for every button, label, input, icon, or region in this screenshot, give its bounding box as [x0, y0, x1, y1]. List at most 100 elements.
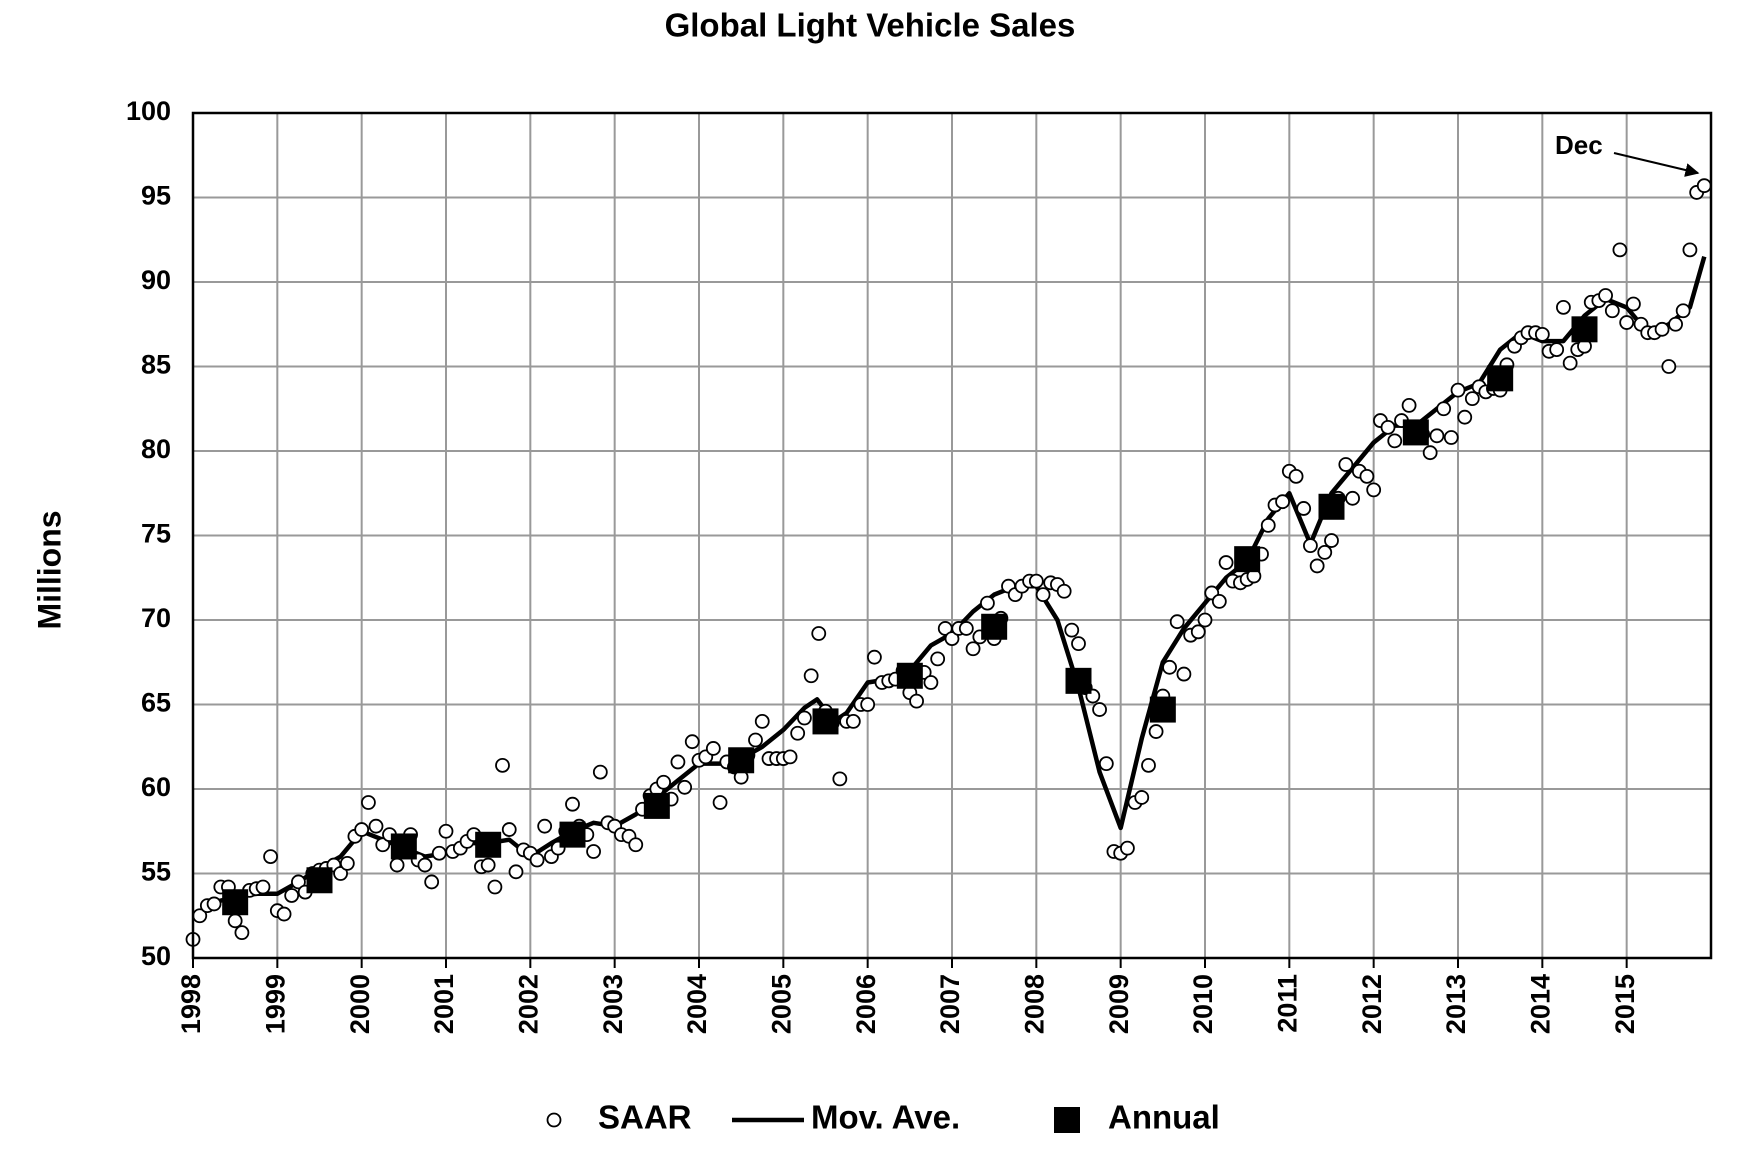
- saar-point: [1436, 401, 1452, 417]
- saar-point: [860, 697, 876, 712]
- x-tick-label: 2014: [1525, 974, 1555, 1034]
- saar-point: [944, 631, 960, 646]
- saar-point: [537, 818, 553, 834]
- saar-point: [1190, 624, 1206, 640]
- saar-point: [438, 823, 454, 839]
- y-tick-label: 95: [141, 181, 171, 211]
- legend-symbol: [1054, 1107, 1080, 1133]
- saar-point: [803, 668, 819, 684]
- y-tick-label: 50: [141, 941, 171, 971]
- x-tick-label: 2003: [598, 974, 628, 1034]
- saar-point: [431, 845, 447, 861]
- y-tick-label: 90: [141, 265, 171, 295]
- chart-title: Global Light Vehicle Sales: [665, 7, 1076, 44]
- saar-point: [495, 757, 510, 773]
- saar-point: [501, 822, 517, 837]
- y-tick-label: 70: [141, 603, 171, 633]
- annual-marker: [1149, 696, 1176, 723]
- saar-point: [1562, 355, 1578, 371]
- annual-marker: [1487, 365, 1514, 392]
- annual-marker: [1571, 316, 1598, 343]
- annual-marker: [812, 708, 839, 735]
- saar-point: [1654, 321, 1670, 337]
- saar-point: [1619, 315, 1635, 330]
- y-axis-label: Millions: [31, 510, 67, 629]
- saar-point: [1169, 614, 1185, 630]
- x-tick-label: 2005: [766, 974, 796, 1034]
- saar-point: [276, 906, 292, 922]
- saar-point: [227, 913, 243, 929]
- saar-point: [980, 595, 995, 611]
- y-tick-label: 60: [141, 772, 171, 802]
- saar-point: [1324, 533, 1339, 548]
- saar-point: [1035, 587, 1051, 603]
- saar-point: [1275, 494, 1290, 510]
- saar-point: [1338, 457, 1354, 472]
- x-tick-label: 2009: [1104, 974, 1134, 1034]
- annual-marker: [306, 867, 333, 894]
- saar-point: [1401, 397, 1417, 413]
- saar-point: [368, 818, 384, 834]
- saar-point: [1556, 299, 1571, 315]
- saar-point: [754, 714, 770, 729]
- saar-point: [1317, 545, 1333, 560]
- annual-marker: [390, 833, 417, 860]
- saar-point: [1148, 724, 1164, 739]
- saar-point: [811, 626, 827, 641]
- saar-point: [508, 864, 524, 880]
- legend-symbol: [546, 1112, 562, 1128]
- saar-point: [1668, 316, 1683, 332]
- x-tick-label: 2015: [1610, 974, 1640, 1034]
- saar-point: [255, 879, 271, 895]
- x-tick-label: 1998: [176, 974, 206, 1034]
- saar-point: [1120, 840, 1135, 856]
- saar-point: [867, 649, 882, 665]
- saar-point: [1661, 359, 1677, 374]
- plot-frame: [191, 111, 1713, 960]
- x-tick-label: 2010: [1188, 974, 1218, 1034]
- saar-point: [1098, 756, 1114, 772]
- saar-point: [1296, 501, 1312, 516]
- x-tick-label: 2001: [429, 974, 459, 1034]
- saar-point: [487, 879, 503, 895]
- saar-point: [1056, 583, 1072, 599]
- y-tick-label: 55: [141, 857, 171, 887]
- saar-point: [1366, 482, 1382, 498]
- saar-point: [790, 725, 806, 741]
- saar-point: [1071, 636, 1086, 652]
- saar-point: [234, 925, 250, 941]
- saar-point: [284, 888, 300, 903]
- saar-point: [480, 857, 496, 873]
- saar-point: [1387, 433, 1403, 449]
- saar-point: [263, 849, 278, 864]
- saar-point: [1422, 445, 1438, 461]
- annual-marker: [1065, 667, 1092, 694]
- saar-point: [748, 732, 763, 748]
- saar-point: [1464, 391, 1480, 407]
- saar-point: [705, 741, 721, 756]
- legend-label: Mov. Ave.: [811, 1099, 960, 1136]
- legend: SAAR Mov. Ave. Annual: [546, 1099, 1220, 1136]
- saar-point: [909, 693, 924, 709]
- annual-marker: [981, 613, 1008, 640]
- annual-marker: [1318, 493, 1345, 520]
- saar-point: [291, 874, 306, 890]
- saar-point: [670, 754, 686, 770]
- saar-point: [1549, 342, 1565, 358]
- x-tick-label: 2002: [513, 974, 543, 1034]
- saar-point: [1288, 468, 1304, 484]
- annual-marker: [728, 747, 755, 774]
- saar-point: [339, 855, 355, 871]
- saar-point: [1218, 555, 1234, 570]
- saar-point: [1092, 702, 1107, 717]
- legend-label: Annual: [1108, 1099, 1220, 1136]
- saar-point: [1064, 622, 1080, 638]
- x-tick-label: 2000: [345, 974, 375, 1034]
- x-tick-label: 2013: [1441, 974, 1471, 1034]
- saar-point: [1260, 517, 1276, 533]
- saar-point: [923, 675, 939, 690]
- saar-point: [586, 844, 601, 859]
- saar-point: [1345, 490, 1360, 506]
- saar-point: [684, 734, 700, 750]
